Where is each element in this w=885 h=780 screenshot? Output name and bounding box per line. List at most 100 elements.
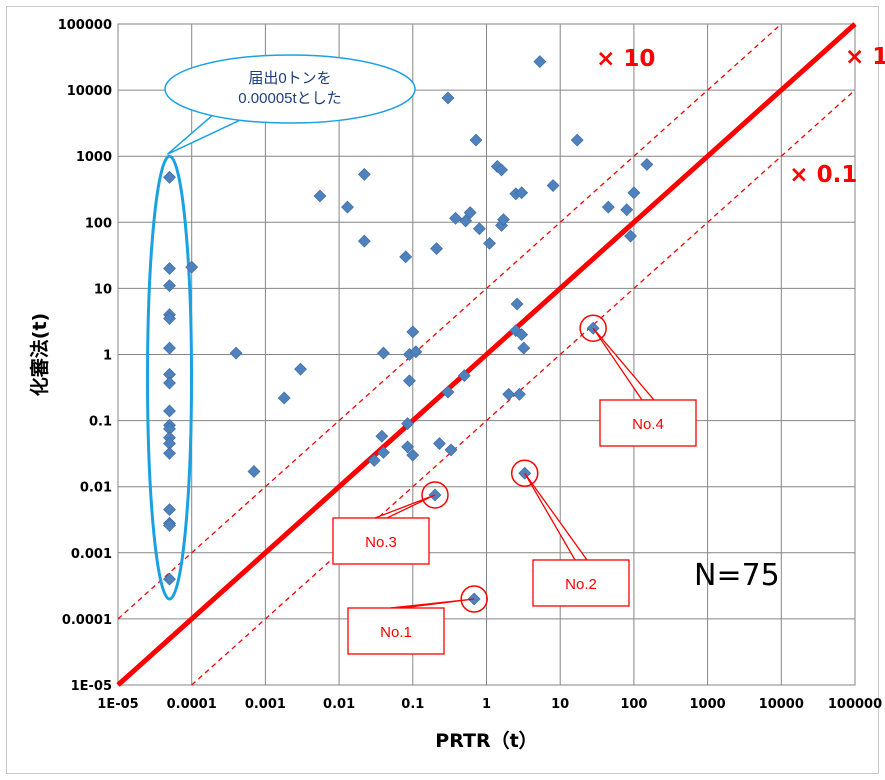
x-tick-label: 10 xyxy=(551,697,569,712)
data-point xyxy=(229,346,243,360)
data-point xyxy=(163,312,176,325)
x-tick-label: 1 xyxy=(482,697,491,712)
data-point xyxy=(401,417,415,431)
data-point xyxy=(247,465,261,478)
annotation-label: No.1 xyxy=(380,624,412,641)
annotations: No.1 No.2 No.3 No.4 xyxy=(332,314,697,655)
data-point xyxy=(163,341,176,355)
data-point xyxy=(515,328,529,342)
annotation-circle xyxy=(460,585,488,613)
data-point xyxy=(620,203,634,217)
data-point xyxy=(377,346,390,360)
data-point xyxy=(441,91,455,105)
data-point xyxy=(357,234,371,248)
data-point xyxy=(409,345,423,359)
y-tick-label: 100 xyxy=(85,216,112,231)
data-point xyxy=(441,385,455,399)
y-tick-label: 10 xyxy=(94,282,112,297)
data-point xyxy=(341,200,354,214)
data-point xyxy=(294,362,307,376)
callout-oval xyxy=(146,154,194,601)
annotation-circle xyxy=(510,459,539,487)
data-point xyxy=(533,55,547,69)
x-tick-label: 10000 xyxy=(759,697,804,712)
data-point xyxy=(472,222,486,236)
annotation-box xyxy=(332,517,430,565)
data-point xyxy=(640,158,654,171)
annotation-box xyxy=(347,607,445,655)
multiplier-label-1: × 1 xyxy=(845,44,885,70)
data-point xyxy=(463,206,477,220)
data-point xyxy=(399,250,413,264)
reference-line xyxy=(117,23,782,620)
data-point xyxy=(401,440,415,454)
reference-line xyxy=(116,22,857,687)
data-point xyxy=(497,213,510,226)
data-point xyxy=(513,387,526,401)
data-point xyxy=(546,179,560,192)
data-point xyxy=(357,168,371,181)
data-point xyxy=(375,429,389,443)
x-tick-label: 0.1 xyxy=(401,697,424,712)
data-point xyxy=(377,446,390,459)
multiplier-label-10: × 10 xyxy=(596,46,655,72)
annotation-label: No.3 xyxy=(365,534,397,551)
y-tick-label: 0.0001 xyxy=(62,613,112,628)
data-point xyxy=(313,189,327,203)
data-point xyxy=(515,186,529,200)
data-point xyxy=(277,391,291,405)
data-point xyxy=(502,387,516,401)
data-point xyxy=(570,133,584,147)
y-tick-label: 0.001 xyxy=(71,547,112,562)
data-point xyxy=(469,133,483,147)
annotation-circle xyxy=(421,481,449,509)
tick-labels: 1E-05 0.0001 0.001 0.01 0.1 1 10 100 1000 10000 10… xyxy=(58,18,882,712)
data-point xyxy=(163,170,176,184)
data-point xyxy=(163,279,176,293)
x-tick-label: 1E-05 xyxy=(97,697,138,712)
x-tick-label: 100000 xyxy=(828,697,882,712)
data-point xyxy=(403,374,416,388)
callout-bubble xyxy=(164,54,416,124)
data-point xyxy=(163,404,176,418)
data-point xyxy=(406,325,420,339)
data-point xyxy=(483,236,496,250)
multiplier-label-0-1: × 0.1 xyxy=(789,162,857,188)
reference-line xyxy=(191,89,856,686)
x-axis-title: PRTR（t） xyxy=(435,729,537,752)
annotation-box xyxy=(599,399,697,447)
data-point xyxy=(459,214,472,228)
x-tick-label: 0.001 xyxy=(245,697,286,712)
annotation-circle xyxy=(579,314,607,342)
data-point xyxy=(163,572,176,586)
x-tick-label: 1000 xyxy=(690,697,726,712)
data-point xyxy=(430,242,443,256)
data-point xyxy=(163,262,176,275)
sample-count: N=75 xyxy=(694,558,780,593)
data-point xyxy=(185,260,199,274)
callout-text-line-2: 0.00005tとした xyxy=(238,90,341,107)
data-point xyxy=(510,297,524,311)
data-point xyxy=(367,453,381,467)
y-tick-label: 0.1 xyxy=(89,415,112,430)
y-axis-title: 化審法(t) xyxy=(28,313,51,396)
annotation-label: No.4 xyxy=(632,416,664,433)
x-tick-label: 0.01 xyxy=(323,697,355,712)
data-point xyxy=(601,200,615,214)
data-point xyxy=(449,211,462,225)
y-tick-label: 1 xyxy=(103,349,112,364)
data-point xyxy=(163,518,176,532)
reference-lines xyxy=(116,22,857,687)
annotation-box xyxy=(532,559,630,607)
x-tick-label: 100 xyxy=(620,697,647,712)
y-tick-label: 10000 xyxy=(67,84,112,99)
data-point xyxy=(444,443,458,457)
data-point xyxy=(627,186,641,200)
data-point xyxy=(433,437,446,450)
x-tick-label: 0.0001 xyxy=(167,697,217,712)
y-tick-label: 1000 xyxy=(76,150,112,165)
data-point xyxy=(457,369,471,382)
data-point xyxy=(624,229,637,243)
y-tick-label: 1E-05 xyxy=(71,679,112,694)
